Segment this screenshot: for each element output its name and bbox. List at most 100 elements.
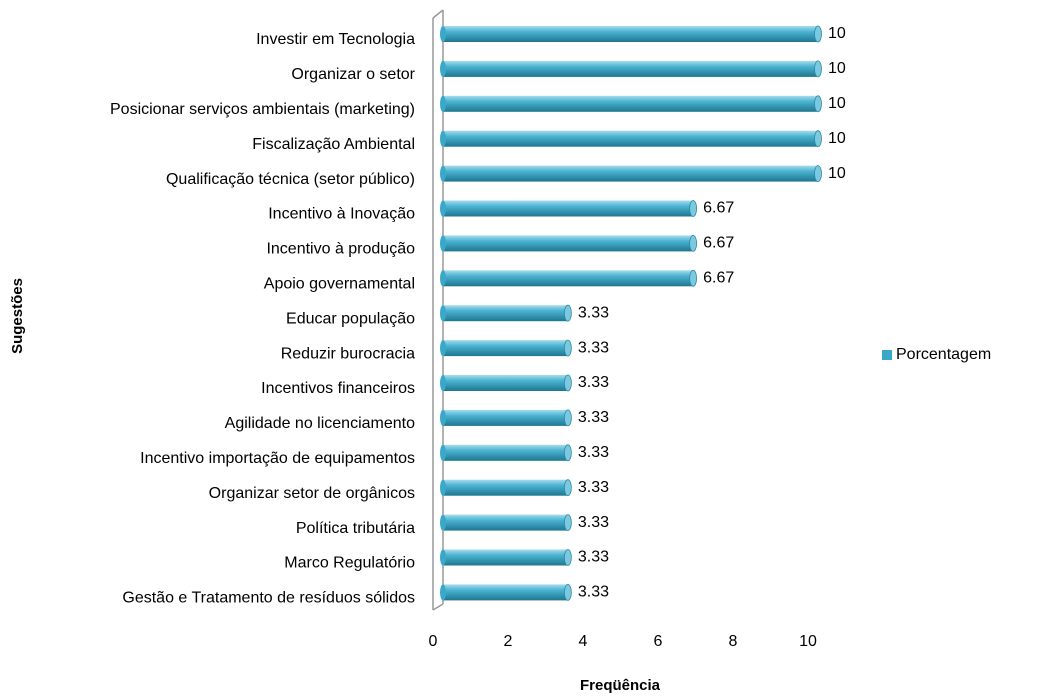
bar-cap	[440, 235, 446, 252]
bar-cap	[440, 479, 446, 496]
data-label: 3.33	[578, 479, 609, 496]
y-tick-label: Organizar o setor	[291, 66, 415, 83]
data-label: 3.33	[578, 304, 609, 321]
bar-cap	[440, 270, 446, 287]
bar-cap	[563, 514, 572, 531]
bar-cap	[440, 165, 446, 182]
bar-body	[443, 584, 568, 601]
bar-body	[443, 235, 694, 252]
bar-cap	[440, 95, 446, 112]
y-tick-label: Apoio governamental	[264, 276, 415, 293]
x-tick-label: 10	[799, 633, 817, 650]
bar-body	[443, 130, 818, 147]
y-tick-label: Posicionar serviços ambientais (marketin…	[110, 101, 415, 118]
y-tick-label: Incentivo importação de equipamentos	[140, 450, 415, 467]
axis-wall	[432, 9, 444, 19]
bar-cap	[563, 444, 572, 462]
bar-body	[443, 340, 568, 357]
data-label: 3.33	[578, 549, 609, 566]
bar-cap	[440, 60, 446, 77]
y-tick-label: Política tributária	[296, 520, 415, 537]
bar-body	[443, 95, 818, 112]
legend-marker	[882, 350, 892, 360]
y-axis-title: Sugestões	[9, 278, 26, 354]
bar-cap	[440, 375, 446, 391]
data-label: 10	[828, 25, 846, 42]
bar	[440, 374, 572, 392]
bar-body	[443, 26, 818, 42]
bar-cap	[689, 200, 698, 217]
bar-cap	[563, 479, 572, 497]
y-tick-label: Marco Regulatório	[284, 555, 415, 572]
y-tick-label: Agilidade no licenciamento	[225, 415, 415, 432]
bar-cap	[563, 374, 572, 392]
bar-cap	[814, 165, 822, 183]
y-tick-label: Incentivo à produção	[266, 241, 415, 258]
data-label: 6.67	[703, 200, 734, 217]
bar-body	[443, 549, 568, 566]
bar	[440, 409, 572, 427]
bar-cap	[563, 304, 572, 322]
bar-cap	[440, 200, 446, 217]
bar	[440, 234, 698, 252]
bar	[440, 444, 572, 462]
bar-cap	[563, 584, 572, 601]
bar-body	[443, 444, 568, 461]
bar-body	[443, 165, 818, 182]
bar-cap	[689, 234, 698, 252]
y-tick-label: Organizar setor de orgânicos	[209, 485, 415, 502]
bar	[440, 339, 572, 357]
data-label: 10	[828, 95, 846, 112]
x-axis-title: Freqüência	[580, 677, 661, 694]
x-tick-label: 8	[729, 633, 738, 650]
bar-body	[443, 409, 568, 426]
data-label: 10	[828, 130, 846, 147]
data-label: 10	[828, 60, 846, 77]
y-tick-label: Reduzir burocracia	[281, 345, 415, 362]
bar	[440, 479, 572, 497]
bar	[440, 25, 822, 43]
y-tick-label: Gestão e Tratamento de resíduos sólidos	[122, 590, 415, 607]
bar-body	[443, 305, 568, 322]
data-label: 10	[828, 165, 846, 182]
axis-wall	[432, 603, 444, 611]
bar-body	[443, 479, 568, 496]
bar	[440, 165, 822, 183]
bar-cap	[440, 409, 446, 426]
x-tick-label: 0	[429, 633, 438, 650]
data-label: 3.33	[578, 514, 609, 531]
bar-cap	[440, 130, 446, 147]
x-tick-label: 4	[579, 633, 588, 650]
bar	[440, 130, 822, 148]
data-label: 6.67	[703, 270, 734, 287]
x-tick-label: 2	[504, 633, 513, 650]
data-label: 6.67	[703, 235, 734, 252]
x-tick-label: 6	[654, 633, 663, 650]
y-tick-label: Incentivo à Inovação	[268, 206, 415, 223]
legend-label: Porcentagem	[896, 346, 991, 363]
data-label: 3.33	[578, 409, 609, 426]
bar-body	[443, 200, 694, 217]
data-label: 3.33	[578, 584, 609, 601]
data-label: 3.33	[578, 374, 609, 391]
bar	[440, 584, 572, 601]
bar-cap	[563, 339, 572, 357]
bar	[440, 549, 572, 566]
bar	[440, 269, 698, 287]
bar-cap	[563, 549, 572, 566]
bar-body	[443, 514, 568, 531]
y-tick-label: Investir em Tecnologia	[256, 31, 415, 48]
y-tick-label: Incentivos financeiros	[261, 380, 415, 397]
bar-cap	[440, 549, 446, 566]
bar-cap	[440, 26, 446, 42]
bar-cap	[440, 584, 446, 601]
y-tick-label: Qualificação técnica (setor público)	[166, 171, 415, 188]
bar-cap	[440, 305, 446, 322]
y-tick-label: Fiscalização Ambiental	[252, 136, 415, 153]
bar-cap	[814, 130, 822, 148]
bar	[440, 304, 572, 322]
data-label: 3.33	[578, 444, 609, 461]
bar-cap	[814, 25, 822, 43]
